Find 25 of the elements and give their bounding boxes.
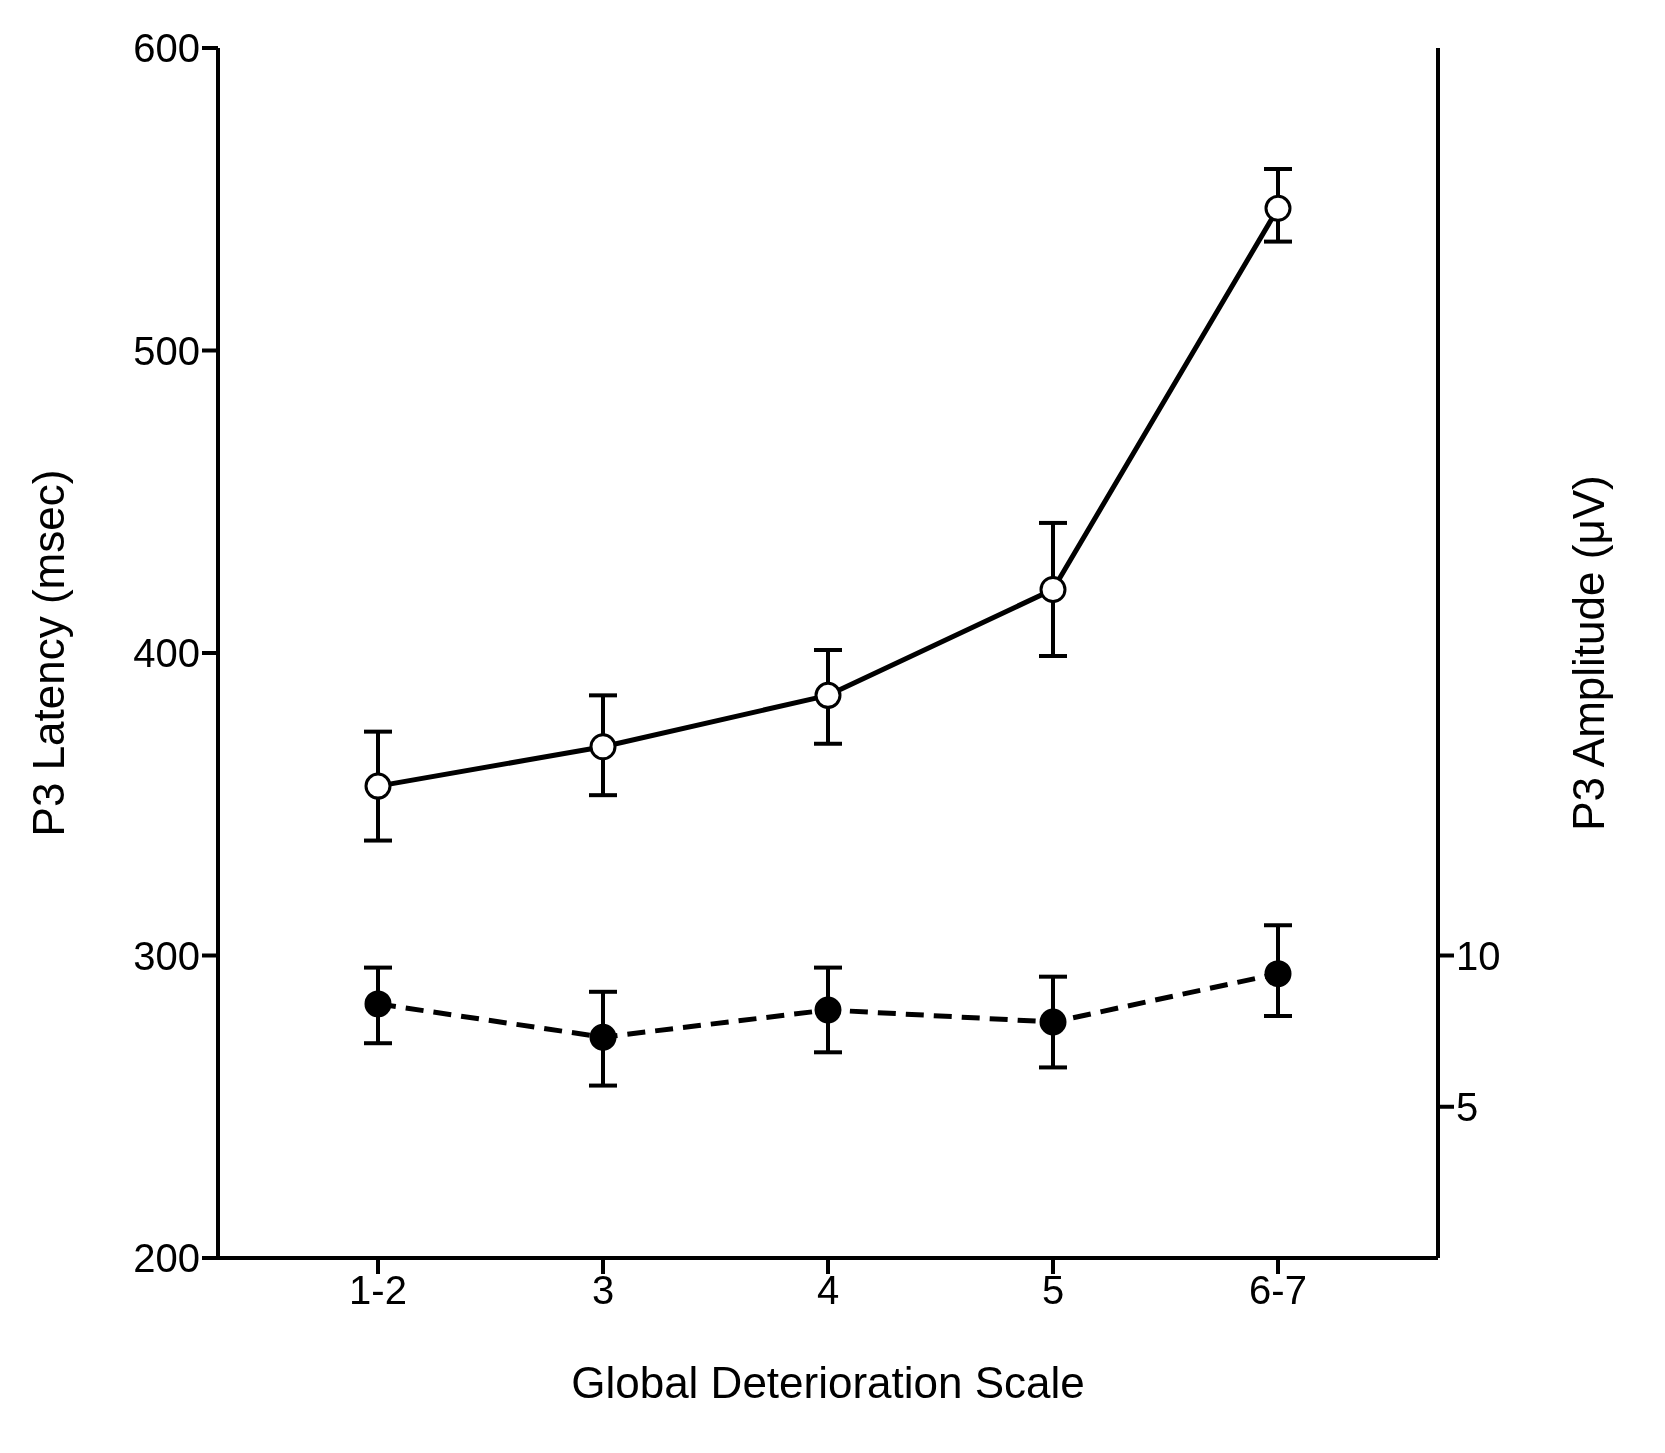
- point: [1039, 1008, 1067, 1036]
- y-tick-label: 400: [133, 631, 200, 676]
- x-tick-label: 5: [1041, 1268, 1065, 1313]
- point: [589, 733, 617, 761]
- point: [1264, 960, 1292, 988]
- point: [1039, 575, 1067, 603]
- x-axis-title: Global Deterioration Scale: [571, 1358, 1085, 1407]
- y2-axis-title: P3 Amplitude (μV): [1563, 475, 1613, 831]
- point: [814, 996, 842, 1024]
- x-tick-label: 3: [591, 1268, 615, 1313]
- y-tick-label: 200: [133, 1236, 200, 1281]
- y-tick-label: 500: [133, 328, 200, 373]
- y2-tick-label: 10: [1456, 933, 1501, 978]
- point: [364, 990, 392, 1018]
- y-tick-label: 300: [133, 933, 200, 978]
- point: [1264, 194, 1292, 222]
- y-tick-label: 600: [133, 26, 200, 71]
- y2-tick-label: 5: [1456, 1084, 1479, 1129]
- point: [589, 1023, 617, 1051]
- y-axis-title: P3 Latency (msec): [23, 469, 73, 837]
- x-tick-label: 6-7: [1249, 1268, 1307, 1313]
- point: [814, 681, 842, 709]
- point: [364, 772, 392, 800]
- x-tick-label: 4: [816, 1268, 840, 1313]
- x-tick-label: 1-2: [349, 1268, 407, 1313]
